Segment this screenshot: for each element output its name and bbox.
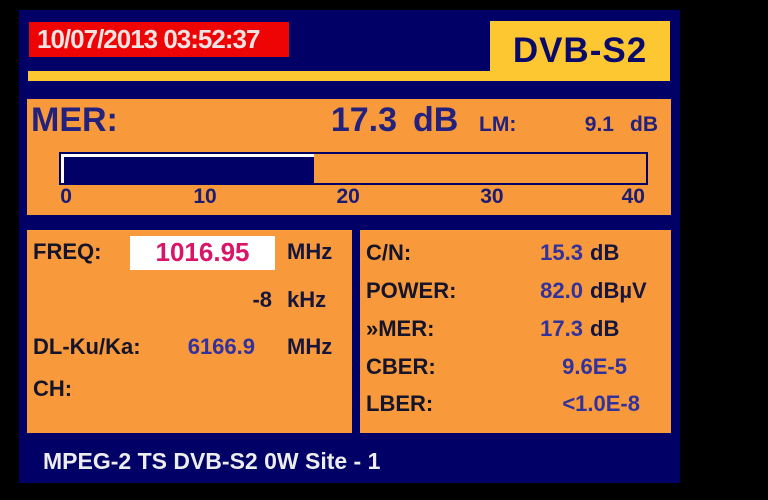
mer-gauge-fill	[61, 154, 315, 183]
downlink-label: DL-Ku/Ka:	[33, 334, 141, 359]
cber-label: CBER:	[366, 354, 436, 379]
link-margin-unit: dB	[630, 113, 658, 136]
frequency-unit: MHz	[287, 239, 333, 264]
cber-value: 9.6E-5	[562, 354, 627, 379]
mer2-label: »MER:	[366, 316, 435, 341]
frequency-offset-value: -8	[252, 287, 272, 312]
mer2-unit: dB	[590, 316, 620, 341]
frequency-input[interactable]: 1016.95	[130, 236, 275, 270]
measurement-row-cber: CBER: 9.6E-5	[360, 354, 671, 380]
downlink-unit: MHz	[287, 334, 333, 359]
frequency-offset-unit: kHz	[287, 287, 327, 312]
lber-value: <1.0E-8	[562, 391, 640, 416]
cn-label: C/N:	[366, 240, 412, 265]
measurement-row-mer: »MER: 17.3 dB	[360, 316, 671, 342]
cn-value: 15.3	[540, 240, 583, 265]
mer-panel: MER: 17.3 dB LM: 9.1 dB 0 10 20 30 40	[27, 99, 671, 215]
datetime-text: 10/07/2013 03:52:37	[37, 24, 260, 54]
header-divider-strip	[28, 71, 670, 81]
link-margin-value: 9.1	[584, 113, 614, 136]
datetime-badge: 10/07/2013 03:52:37	[29, 22, 289, 57]
frequency-value: 1016.95	[155, 237, 250, 267]
mer-value: 17.3	[330, 101, 397, 139]
power-label: POWER:	[366, 278, 457, 303]
mer-gauge-bar	[59, 152, 648, 185]
mer-unit: dB	[413, 101, 459, 139]
lber-label: LBER:	[366, 391, 434, 416]
channel-label: CH:	[33, 376, 73, 401]
meter-screen: 10/07/2013 03:52:37 DVB-S2 MER: 17.3 dB …	[19, 10, 680, 483]
scale-tick-20: 20	[336, 185, 360, 208]
tuning-panel: FREQ: 1016.95 MHz -8 kHz DL-Ku/Ka: 6166.…	[27, 230, 352, 433]
measurements-panel: C/N: 15.3 dB POWER: 82.0 dBµV »MER: 17.3…	[360, 230, 671, 433]
power-value: 82.0	[540, 278, 583, 303]
measurement-row-cn: C/N: 15.3 dB	[360, 240, 671, 266]
signal-mode-text: DVB-S2	[512, 31, 648, 70]
cn-unit: dB	[590, 240, 620, 265]
scale-tick-0: 0	[60, 185, 72, 208]
scale-tick-40: 40	[621, 185, 645, 208]
downlink-value: 6166.9	[187, 334, 255, 359]
mer-gauge-scale: 0 10 20 30 40	[59, 185, 648, 211]
link-margin-label: LM:	[479, 113, 517, 136]
measurement-row-lber: LBER: <1.0E-8	[360, 391, 671, 417]
measurement-row-power: POWER: 82.0 dBµV	[360, 278, 671, 304]
power-unit: dBµV	[590, 278, 647, 303]
scale-tick-30: 30	[480, 185, 504, 208]
status-text: MPEG-2 TS DVB-S2 0W Site - 1	[43, 448, 381, 474]
mer-label: MER:	[31, 101, 118, 139]
status-bar: MPEG-2 TS DVB-S2 0W Site - 1	[43, 448, 380, 475]
mer2-value: 17.3	[540, 316, 583, 341]
scale-tick-10: 10	[193, 185, 217, 208]
frequency-label: FREQ:	[33, 239, 102, 264]
